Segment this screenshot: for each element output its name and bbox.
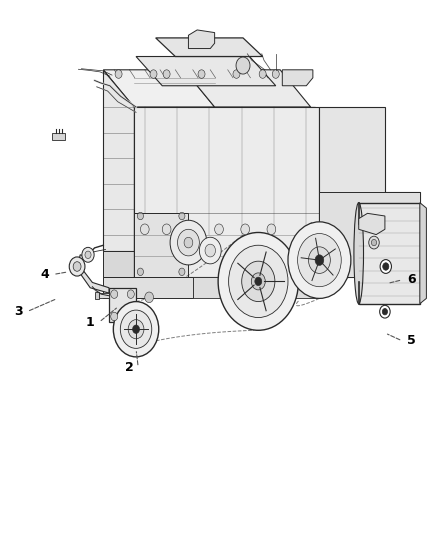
Polygon shape <box>134 107 420 277</box>
Circle shape <box>236 57 250 74</box>
Polygon shape <box>99 293 109 298</box>
Circle shape <box>85 251 91 259</box>
Circle shape <box>259 70 266 78</box>
Circle shape <box>115 70 122 78</box>
Polygon shape <box>52 133 65 140</box>
Circle shape <box>138 268 144 276</box>
Circle shape <box>162 224 171 235</box>
Polygon shape <box>319 107 420 277</box>
Circle shape <box>133 325 140 334</box>
Circle shape <box>150 70 157 78</box>
Text: 4: 4 <box>40 268 49 281</box>
Circle shape <box>113 302 159 357</box>
Polygon shape <box>359 213 385 235</box>
Circle shape <box>315 255 324 265</box>
Circle shape <box>184 237 193 248</box>
Circle shape <box>199 237 221 264</box>
Polygon shape <box>193 277 319 298</box>
Circle shape <box>383 263 389 270</box>
Text: 6: 6 <box>407 273 415 286</box>
Circle shape <box>141 224 149 235</box>
Circle shape <box>229 245 288 318</box>
Circle shape <box>170 220 207 265</box>
Polygon shape <box>134 213 188 277</box>
Circle shape <box>127 290 134 298</box>
Polygon shape <box>155 38 263 56</box>
Circle shape <box>111 312 118 321</box>
Polygon shape <box>420 203 426 304</box>
Polygon shape <box>95 292 99 300</box>
Polygon shape <box>283 70 313 86</box>
Circle shape <box>179 268 185 276</box>
Polygon shape <box>103 70 215 107</box>
Circle shape <box>267 224 276 235</box>
Polygon shape <box>109 288 136 322</box>
Circle shape <box>308 247 330 273</box>
Circle shape <box>297 233 341 287</box>
Circle shape <box>288 222 351 298</box>
Polygon shape <box>103 70 134 251</box>
Circle shape <box>188 224 197 235</box>
Text: 5: 5 <box>407 334 416 348</box>
Circle shape <box>272 70 279 78</box>
Circle shape <box>82 247 94 262</box>
Circle shape <box>198 70 205 78</box>
Polygon shape <box>103 251 134 277</box>
Circle shape <box>69 257 85 276</box>
Circle shape <box>369 236 379 249</box>
Circle shape <box>179 212 185 220</box>
Circle shape <box>380 260 392 273</box>
Circle shape <box>371 239 377 246</box>
Text: 3: 3 <box>14 305 22 318</box>
Circle shape <box>218 232 298 330</box>
Circle shape <box>255 277 262 286</box>
Circle shape <box>215 224 223 235</box>
Polygon shape <box>188 30 215 49</box>
Circle shape <box>73 262 81 271</box>
Circle shape <box>120 310 152 349</box>
Circle shape <box>241 224 250 235</box>
Text: 1: 1 <box>86 316 95 329</box>
Text: 2: 2 <box>125 361 134 374</box>
Circle shape <box>205 244 215 257</box>
Circle shape <box>251 273 265 290</box>
Polygon shape <box>77 255 109 293</box>
Ellipse shape <box>354 203 364 304</box>
Polygon shape <box>136 56 276 86</box>
Circle shape <box>233 70 240 78</box>
Circle shape <box>111 290 118 298</box>
Polygon shape <box>134 107 319 277</box>
Circle shape <box>242 261 275 302</box>
Circle shape <box>382 309 388 315</box>
Polygon shape <box>359 203 420 304</box>
Polygon shape <box>103 277 193 298</box>
Polygon shape <box>319 192 420 277</box>
Circle shape <box>138 212 144 220</box>
Circle shape <box>380 305 390 318</box>
Circle shape <box>128 320 144 339</box>
Circle shape <box>177 229 199 256</box>
Circle shape <box>163 70 170 78</box>
Polygon shape <box>184 70 311 107</box>
Circle shape <box>145 292 153 303</box>
